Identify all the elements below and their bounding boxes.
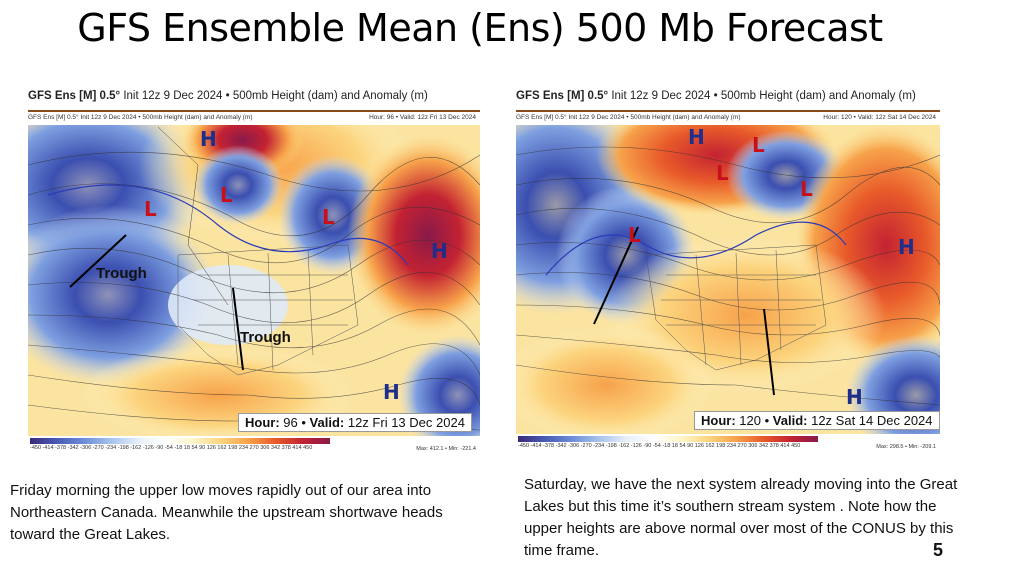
valid-value: 12z Fri 13 Dec 2024 bbox=[347, 415, 465, 430]
low-pressure-label: L bbox=[716, 161, 729, 185]
low-pressure-label: L bbox=[144, 197, 157, 221]
forecast-map-hour-120: GFS Ens [M] 0.5° Init 12z 9 Dec 2024 • 5… bbox=[516, 90, 940, 456]
anomaly-field bbox=[28, 125, 480, 436]
trough-axis-line bbox=[69, 234, 127, 288]
trough-axis-line bbox=[763, 308, 775, 396]
valid-label: Valid: bbox=[772, 413, 808, 428]
hour-value: 96 bbox=[283, 415, 298, 430]
map-header: GFS Ens [M] 0.5° Init 12z 9 Dec 2024 • 5… bbox=[516, 90, 940, 112]
trough-label: Trough bbox=[240, 329, 291, 346]
trough-label: Trough bbox=[96, 265, 147, 282]
caption-left: Friday morning the upper low moves rapid… bbox=[10, 482, 443, 543]
map-subheader-valid: Hour: 96 • Valid: 12z Fri 13 Dec 2024 bbox=[369, 114, 476, 121]
anomaly-colorbar: -450 -414 -378 -342 -306 -270 -234 -198 … bbox=[28, 438, 480, 458]
anomaly-colorbar: -450 -414 -378 -342 -306 -270 -234 -198 … bbox=[516, 436, 940, 456]
high-pressure-label: H bbox=[898, 235, 915, 259]
valid-label: Valid: bbox=[309, 415, 345, 430]
anomaly-map: H L L L L H H Hour: 120 • Valid: 12z Sat… bbox=[516, 125, 940, 434]
map-header-description: Init 12z 9 Dec 2024 • 500mb Height (dam)… bbox=[611, 90, 916, 102]
trough-axis-line bbox=[232, 287, 244, 371]
slide-title: GFS Ensemble Mean (Ens) 500 Mb Forecast bbox=[77, 6, 883, 50]
caption-right: Saturday, we have the next system alread… bbox=[524, 476, 958, 559]
hour-label: Hour: bbox=[245, 415, 280, 430]
map-subheader-valid: Hour: 120 • Valid: 12z Sat 14 Dec 2024 bbox=[823, 114, 936, 121]
map-header-description: Init 12z 9 Dec 2024 • 500mb Height (dam)… bbox=[123, 90, 428, 102]
low-pressure-label: L bbox=[322, 205, 335, 229]
high-pressure-label: H bbox=[200, 127, 217, 151]
map-header: GFS Ens [M] 0.5° Init 12z 9 Dec 2024 • 5… bbox=[28, 90, 480, 112]
colorbar-ticks: -450 -414 -378 -342 -306 -270 -234 -198 … bbox=[518, 443, 801, 449]
map-subheader-left: GFS Ens [M] 0.5° Init 12z 9 Dec 2024 • 5… bbox=[516, 114, 741, 121]
trough-axis-line bbox=[593, 226, 639, 325]
map-subheader: GFS Ens [M] 0.5° Init 12z 9 Dec 2024 • 5… bbox=[28, 114, 480, 124]
colorbar-gradient bbox=[518, 436, 818, 442]
low-pressure-label: L bbox=[800, 177, 813, 201]
model-name: GFS Ens [M] 0.5° bbox=[28, 90, 121, 102]
colorbar-gradient bbox=[30, 438, 330, 444]
anomaly-map: H L L L H H Trough Trough Hour: 96 • Val… bbox=[28, 125, 480, 436]
hour-value: 120 bbox=[739, 413, 761, 428]
high-pressure-label: H bbox=[431, 239, 448, 263]
colorbar-ticks: -450 -414 -378 -342 -306 -270 -234 -198 … bbox=[30, 445, 313, 451]
high-pressure-label: H bbox=[688, 125, 705, 149]
valid-value: 12z Sat 14 Dec 2024 bbox=[811, 413, 933, 428]
max-min-values: Max: 412.1 • Min: -221.4 bbox=[416, 446, 476, 452]
max-min-values: Max: 298.5 • Min: -209.1 bbox=[876, 444, 936, 450]
valid-time-badge: Hour: 96 • Valid: 12z Fri 13 Dec 2024 bbox=[238, 413, 472, 432]
page-number: 5 bbox=[933, 540, 944, 560]
anomaly-field bbox=[516, 125, 940, 434]
map-subheader-left: GFS Ens [M] 0.5° Init 12z 9 Dec 2024 • 5… bbox=[28, 114, 253, 121]
map-subheader: GFS Ens [M] 0.5° Init 12z 9 Dec 2024 • 5… bbox=[516, 114, 940, 124]
forecast-map-hour-96: GFS Ens [M] 0.5° Init 12z 9 Dec 2024 • 5… bbox=[28, 90, 480, 458]
low-pressure-label: L bbox=[220, 183, 233, 207]
hour-label: Hour: bbox=[701, 413, 736, 428]
high-pressure-label: H bbox=[383, 380, 400, 404]
model-name: GFS Ens [M] 0.5° bbox=[516, 90, 609, 102]
high-pressure-label: H bbox=[846, 385, 863, 409]
valid-time-badge: Hour: 120 • Valid: 12z Sat 14 Dec 2024 bbox=[694, 411, 940, 430]
low-pressure-label: L bbox=[752, 133, 765, 157]
low-pressure-label: L bbox=[628, 223, 641, 247]
